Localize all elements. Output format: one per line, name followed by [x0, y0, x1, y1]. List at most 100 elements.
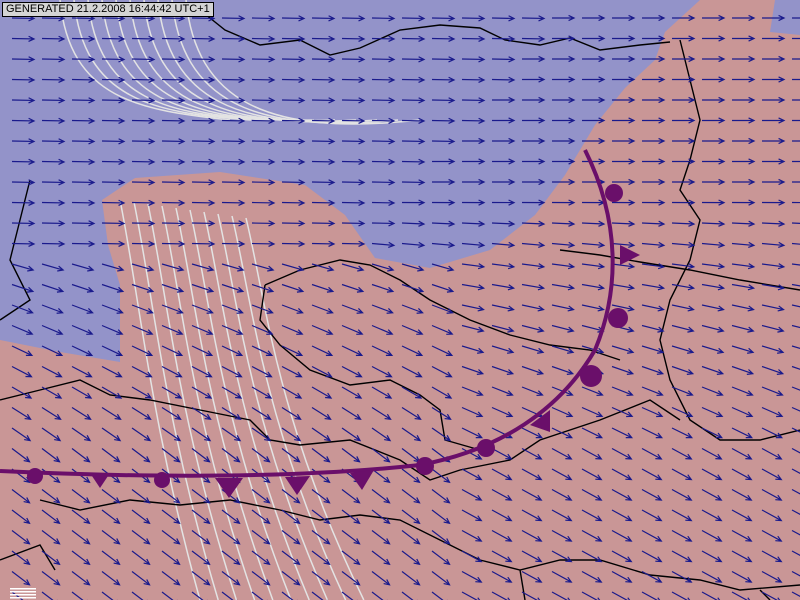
wind-arrow [491, 283, 516, 291]
wind-arrow [761, 447, 783, 460]
wind-arrow [581, 529, 603, 542]
wind-arrow [521, 365, 545, 375]
wind-arrow [791, 570, 800, 577]
wind-arrow [161, 56, 186, 63]
wind-arrow [641, 488, 663, 501]
wind-arrow [701, 529, 723, 542]
wind-arrow [671, 529, 693, 542]
wind-arrow [671, 427, 694, 439]
wind-arrow [131, 509, 151, 525]
wind-arrow [581, 304, 605, 312]
wind-arrow [281, 550, 301, 566]
wind-arrow [642, 14, 666, 22]
wind-arrow [371, 406, 392, 421]
wind-arrow [431, 283, 455, 293]
wind-arrow [731, 199, 756, 206]
wind-arrow [131, 138, 156, 145]
wind-arrow [131, 199, 156, 206]
wind-arrow [401, 117, 426, 124]
wind-arrow [641, 468, 663, 481]
wind-arrow [792, 78, 800, 81]
wind-arrow [131, 345, 154, 357]
wind-arrow [732, 35, 756, 42]
wind-arrow [491, 406, 514, 418]
wind-arrow [521, 263, 546, 270]
wind-arrow [731, 324, 755, 333]
wind-arrow [71, 199, 96, 206]
wind-arrow [341, 304, 364, 314]
wind-arrow [281, 240, 306, 247]
wind-arrow [311, 117, 336, 124]
wind-arrow [191, 406, 212, 421]
wind-arrow [41, 386, 63, 399]
wind-arrow [11, 550, 31, 566]
wind-arrow [431, 138, 456, 145]
wind-arrow [71, 304, 94, 314]
wind-arrow [431, 509, 451, 525]
wind-arrow [251, 304, 274, 314]
wind-arrow [551, 427, 574, 439]
wind-arrow [71, 324, 94, 335]
wind-arrow [731, 427, 754, 439]
wind-arrow [521, 447, 543, 460]
wind-arrow [131, 489, 151, 504]
wind-arrow [11, 199, 36, 206]
wind-arrow [251, 35, 276, 42]
wind-arrow [611, 304, 635, 312]
wind-arrow [401, 365, 423, 378]
wind-arrow [461, 365, 485, 375]
wind-arrow [41, 324, 64, 335]
wind-arrow [191, 56, 216, 63]
wind-arrow [371, 56, 396, 63]
wind-arrow [672, 96, 696, 104]
wind-arrow [461, 117, 486, 124]
wind-arrow [101, 345, 124, 357]
wind-arrow [71, 240, 96, 247]
wind-arrow [251, 179, 276, 186]
wind-arrow [761, 304, 785, 312]
wind-arrow [791, 365, 800, 370]
wind-arrow [551, 406, 574, 418]
wind-arrow [341, 509, 361, 525]
wind-arrow [101, 571, 121, 586]
wind-arrow [792, 17, 800, 19]
wind-arrow [401, 591, 418, 600]
wind-arrow [161, 365, 183, 378]
wind-arrow [401, 427, 422, 442]
wind-arrow [431, 263, 455, 272]
wind-arrow [461, 35, 486, 42]
wind-arrow [101, 56, 126, 63]
wind-arrow [401, 550, 421, 566]
wind-arrow [731, 591, 751, 600]
wind-arrow [101, 591, 118, 600]
wind-arrow [191, 304, 214, 314]
wind-arrow [251, 386, 273, 399]
wind-arrow [11, 304, 34, 314]
wind-arrow [101, 406, 122, 421]
wind-arrow [41, 263, 65, 272]
wind-arrow [131, 591, 148, 600]
isoline [73, 0, 252, 600]
wind-arrow [311, 199, 336, 206]
wind-arrow [341, 56, 366, 63]
wind-arrow [311, 345, 334, 357]
wind-arrow [521, 386, 544, 397]
wind-arrow [341, 35, 366, 42]
wind-arrow [221, 283, 245, 293]
wind-arrow [341, 263, 365, 272]
wind-arrow [251, 199, 276, 206]
wind-arrow [131, 283, 155, 293]
wind-arrow [131, 365, 153, 378]
wind-arrow [431, 365, 453, 378]
wind-arrow [521, 324, 545, 333]
wind-arrow [161, 530, 181, 545]
wind-arrow [521, 241, 546, 249]
wind-arrow [641, 570, 663, 583]
wind-arrow [792, 58, 800, 60]
wind-arrow [551, 468, 573, 481]
wind-arrow [191, 324, 214, 335]
wind-arrow [41, 97, 66, 104]
wind-arrow [41, 406, 62, 421]
wind-arrow [281, 158, 306, 165]
wind-arrow [371, 591, 388, 600]
